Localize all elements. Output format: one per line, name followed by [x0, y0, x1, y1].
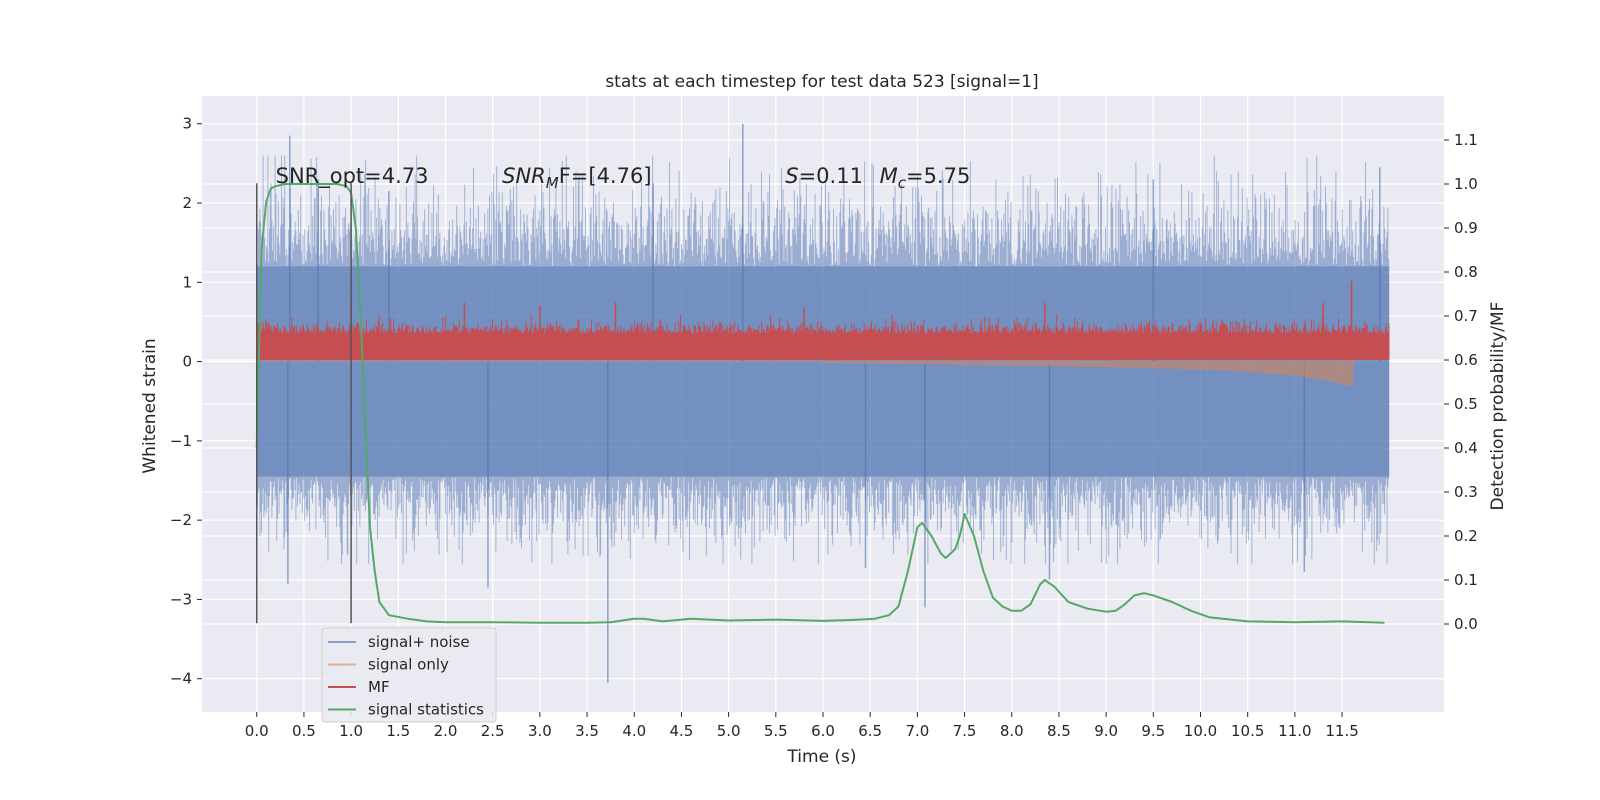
y-tick-label: −1 [170, 432, 192, 450]
x-tick-label: 6.5 [858, 722, 882, 740]
y-right-tick-label: 0.2 [1454, 527, 1478, 545]
vertical-markers [255, 183, 352, 624]
signal-statistics-series [255, 183, 1385, 624]
y-axis-label: Whitened strain [140, 338, 160, 473]
y-right-tick-label: 1.0 [1454, 175, 1478, 193]
y-right-tick-label: 0.7 [1454, 307, 1478, 325]
x-tick-label: 9.0 [1094, 722, 1118, 740]
legend-label: signal+ noise [368, 633, 470, 651]
legend-label: signal only [368, 656, 449, 674]
x-tick-label: 10.0 [1184, 722, 1217, 740]
x-tick-label: 3.0 [528, 722, 552, 740]
x-tick-label: 5.5 [764, 722, 788, 740]
signal-plus-noise-series [256, 123, 1390, 683]
x-tick-label: 6.0 [811, 722, 835, 740]
x-tick-label: 1.5 [386, 722, 410, 740]
y-right-tick-label: 0.0 [1454, 615, 1478, 633]
legend: signal+ noise signal only MF signal statist… [321, 627, 497, 723]
chart-title: stats at each timestep for test data 523… [605, 72, 1038, 92]
x-tick-label: 4.5 [670, 722, 694, 740]
signal-only-area [823, 361, 1354, 386]
legend-box [321, 627, 497, 723]
y-right-tick-label: 0.1 [1454, 571, 1478, 589]
y-tick-label: 1 [182, 273, 192, 291]
y-right-tick-label: 0.6 [1454, 351, 1478, 369]
y-right-axis-label: Detection probability/MF [1488, 302, 1508, 511]
x-axis-ticks: 0.0 0.5 1.0 1.5 2.0 2.5 3.0 3.5 4.0 4.5 5.0 5.5 6.0 6… [245, 712, 1359, 740]
annotations: SNR_opt=4.73 SNRMF=[4.76] S=0.11 Mc=5.75 [276, 164, 971, 192]
x-tick-label: 1.0 [339, 722, 363, 740]
y-tick-label: 0 [182, 353, 192, 371]
y-right-tick-label: 0.9 [1454, 219, 1478, 237]
x-tick-label: 7.5 [953, 722, 977, 740]
annotation-text: SNR_opt=4.73 [276, 164, 429, 189]
y-right-tick-label: 0.8 [1454, 263, 1478, 281]
y-tick-label: 2 [182, 194, 192, 212]
y-right-axis-ticks: 0.0 0.1 0.2 0.3 0.4 0.5 0.6 0.7 0.8 0.9 1.0 1.1 [1444, 131, 1478, 633]
x-tick-label: 11.5 [1325, 722, 1358, 740]
legend-label: MF [368, 678, 390, 696]
x-tick-label: 4.0 [622, 722, 646, 740]
signal-only-series [256, 361, 1354, 386]
x-tick-label: 11.0 [1278, 722, 1311, 740]
annotation-text: S=0.11 [785, 164, 863, 188]
legend-label: signal statistics [368, 701, 484, 719]
x-tick-label: 8.5 [1047, 722, 1071, 740]
y-tick-label: −2 [170, 511, 192, 529]
y-right-tick-label: 0.3 [1454, 483, 1478, 501]
x-tick-label: 7.0 [905, 722, 929, 740]
y-tick-label: −3 [170, 590, 192, 608]
y-right-tick-label: 0.4 [1454, 439, 1478, 457]
x-tick-label: 5.0 [717, 722, 741, 740]
annotation-text: SNRMF=[4.76] [502, 164, 651, 192]
x-tick-label: 2.5 [481, 722, 505, 740]
x-tick-label: 0.0 [245, 722, 269, 740]
x-tick-label: 0.5 [292, 722, 316, 740]
x-tick-label: 9.5 [1141, 722, 1165, 740]
y-right-tick-label: 0.5 [1454, 395, 1478, 413]
signal-statistics-line [255, 183, 1385, 624]
annotation-text: Mc=5.75 [880, 164, 971, 192]
x-tick-label: 10.5 [1231, 722, 1264, 740]
y-tick-label: −4 [170, 670, 192, 688]
x-tick-label: 8.0 [1000, 722, 1024, 740]
x-tick-label: 3.5 [575, 722, 599, 740]
y-tick-label: 3 [182, 115, 192, 133]
x-tick-label: 2.0 [434, 722, 458, 740]
y-axis-ticks: −4 −3 −2 −1 0 1 2 3 [170, 115, 202, 688]
y-right-tick-label: 1.1 [1454, 131, 1478, 149]
x-axis-label: Time (s) [786, 747, 856, 767]
